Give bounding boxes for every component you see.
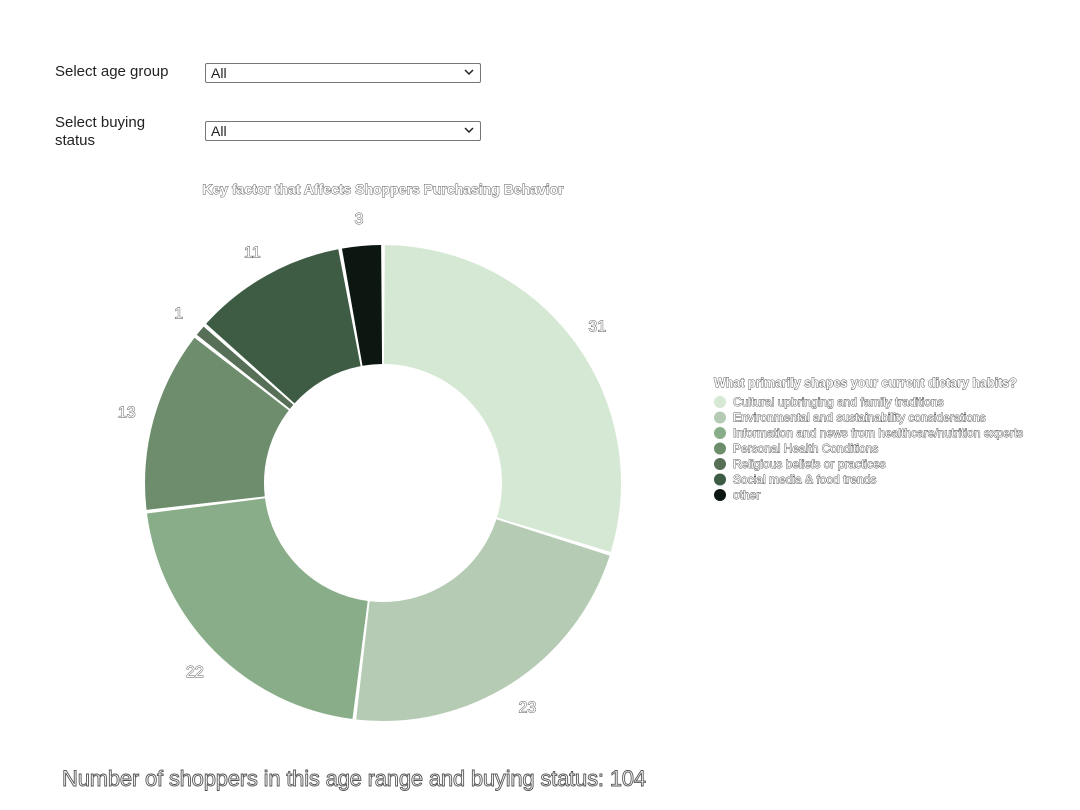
legend-swatch-0[interactable]	[714, 396, 726, 408]
slice-label-0: 31	[588, 318, 606, 335]
slice-label-6: 3	[354, 211, 363, 228]
age-group-filter: Select age group All	[55, 63, 205, 81]
shopper-count-text: Number of shoppers in this age range and…	[62, 766, 646, 792]
slice-label-1: 23	[519, 699, 537, 716]
legend-label-5[interactable]: Social media & food trends	[733, 473, 876, 487]
legend-swatch-5[interactable]	[714, 474, 726, 486]
legend-swatch-6[interactable]	[714, 489, 726, 501]
age-group-label: Select age group	[55, 63, 205, 81]
buying-status-filter: Select buying status All	[55, 114, 165, 150]
chart-legend: What primarily shapes your current dieta…	[714, 376, 1023, 502]
legend-swatch-2[interactable]	[714, 427, 726, 439]
buying-status-label: Select buying status	[55, 114, 165, 150]
legend-label-4[interactable]: Religious beliefs or practices	[733, 457, 886, 471]
slice-label-3: 13	[118, 405, 136, 422]
legend-label-6[interactable]: other	[733, 488, 760, 502]
buying-status-select[interactable]: All	[205, 121, 481, 141]
slice-0[interactable]	[384, 245, 621, 552]
chart-title: Key factor that Affects Shoppers Purchas…	[202, 181, 564, 197]
legend-label-1[interactable]: Environmental and sustainability conside…	[733, 411, 986, 425]
chevron-down-icon	[464, 67, 474, 77]
slice-label-4: 1	[174, 306, 183, 323]
legend-swatch-3[interactable]	[714, 443, 726, 455]
legend-label-2[interactable]: Information and news from healthcare/nut…	[733, 426, 1023, 440]
chart-slices	[145, 245, 621, 721]
legend-swatch-4[interactable]	[714, 458, 726, 470]
legend-label-0[interactable]: Cultural upbringing and family tradition…	[733, 395, 944, 409]
donut-chart: Key factor that Affects Shoppers Purchas…	[0, 170, 1080, 760]
age-group-select-value: All	[211, 65, 227, 81]
legend-label-3[interactable]: Personal Health Conditions	[733, 442, 878, 456]
slice-label-2: 22	[186, 664, 204, 681]
chevron-down-icon	[464, 125, 474, 135]
legend-swatch-1[interactable]	[714, 412, 726, 424]
slice-1[interactable]	[356, 519, 609, 721]
buying-status-select-value: All	[211, 123, 227, 139]
slice-2[interactable]	[147, 498, 368, 719]
age-group-select[interactable]: All	[205, 63, 481, 83]
slice-label-5: 11	[244, 244, 261, 261]
legend-title: What primarily shapes your current dieta…	[714, 376, 1017, 390]
